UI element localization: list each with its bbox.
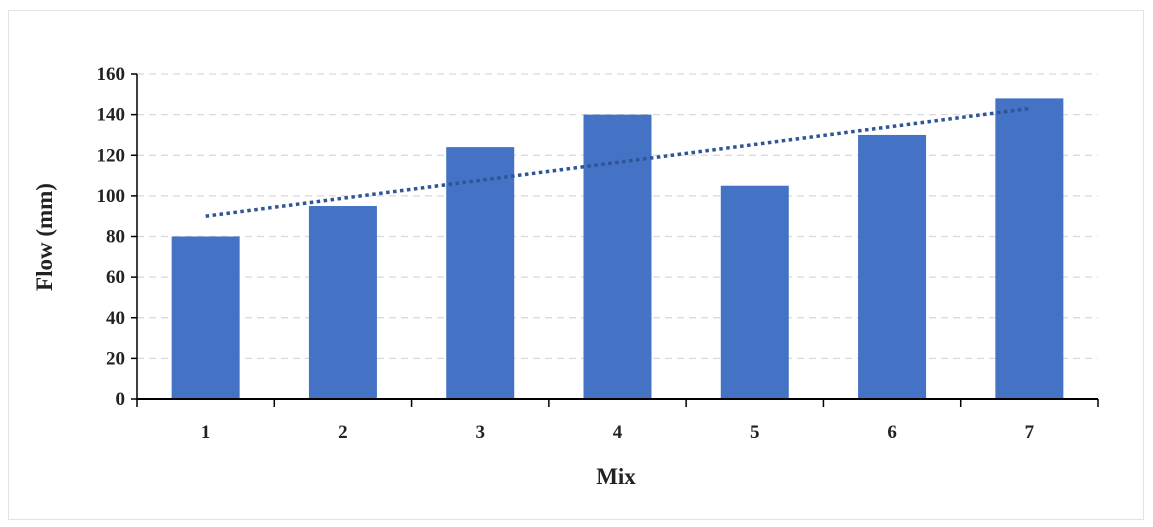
bar <box>720 185 789 399</box>
x-tick-label: 1 <box>201 422 211 443</box>
x-tick-label: 4 <box>613 422 623 443</box>
bars <box>171 98 1064 399</box>
bar <box>446 147 515 399</box>
bar <box>171 236 240 399</box>
x-tick-label: 2 <box>338 422 348 443</box>
y-tick-label: 160 <box>97 64 126 85</box>
bar <box>308 206 377 399</box>
y-tick-label: 20 <box>106 348 125 369</box>
y-tick-label: 140 <box>97 105 126 126</box>
trendline-layer <box>205 106 1030 218</box>
x-tick-label: 3 <box>475 422 485 443</box>
trendline <box>205 106 1030 218</box>
x-tick-label: 5 <box>750 422 760 443</box>
y-axis-title: Flow (mm) <box>32 183 57 291</box>
y-tick-label: 100 <box>97 186 126 207</box>
bar <box>858 134 927 399</box>
bar <box>995 98 1064 399</box>
tick-labels: 0 20 40 60 80 100 120 140 160 1 2 3 4 5 6 7 <box>97 64 1035 443</box>
y-tick-label: 60 <box>106 267 125 288</box>
y-tick-label: 80 <box>106 227 125 248</box>
x-axis-title: Mix <box>596 464 636 489</box>
bar <box>583 114 652 399</box>
x-tick-label: 7 <box>1025 422 1035 443</box>
y-tick-label: 120 <box>97 145 126 166</box>
y-tick-label: 40 <box>106 308 125 329</box>
y-tick-label: 0 <box>116 389 126 410</box>
x-tick-label: 6 <box>887 422 897 443</box>
axes <box>131 73 1099 407</box>
